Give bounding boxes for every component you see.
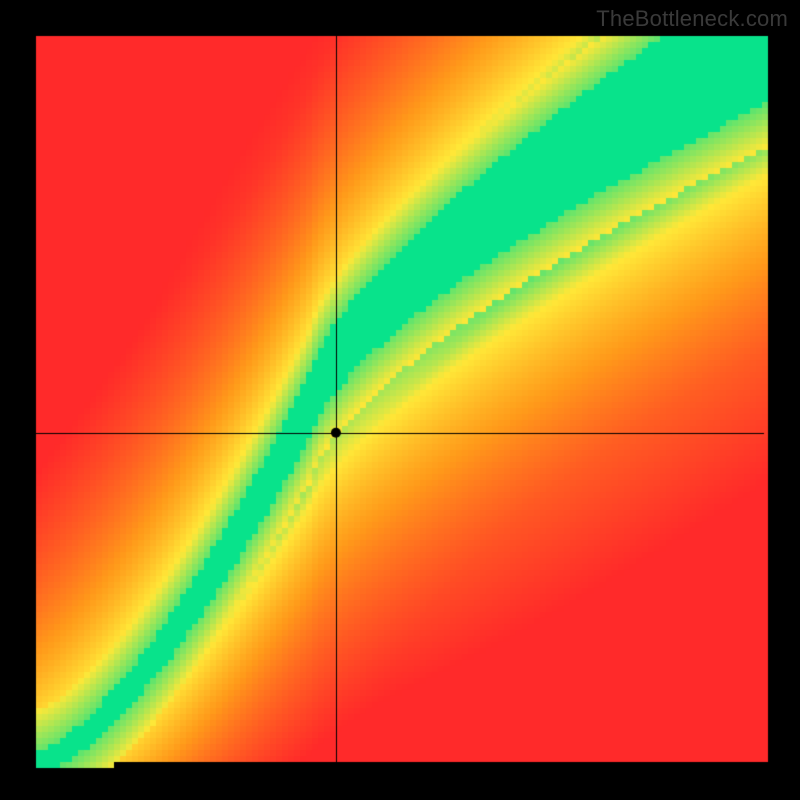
heatmap-canvas <box>0 0 800 800</box>
chart-frame: TheBottleneck.com <box>0 0 800 800</box>
watermark-label: TheBottleneck.com <box>596 6 788 32</box>
